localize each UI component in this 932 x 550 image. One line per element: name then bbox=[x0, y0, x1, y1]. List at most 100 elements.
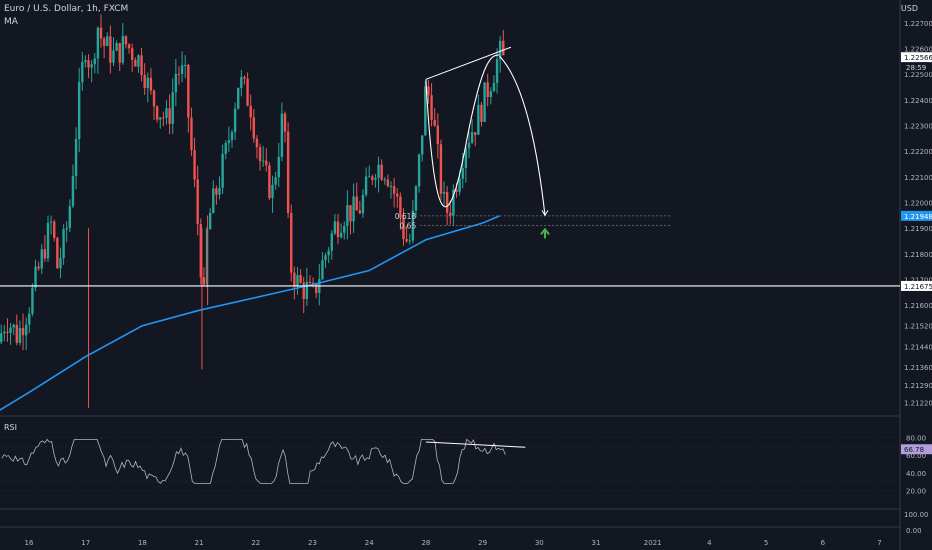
price-tick-label: 1.21900 bbox=[904, 225, 932, 233]
candle-body bbox=[77, 82, 81, 140]
candle-body bbox=[452, 189, 455, 216]
candle-body bbox=[274, 177, 277, 185]
candle-body bbox=[118, 43, 121, 63]
candle-body bbox=[355, 196, 358, 211]
support-price-label: 1.21675 bbox=[904, 283, 932, 291]
candle-body bbox=[143, 74, 146, 88]
candle-body bbox=[445, 192, 449, 213]
price-tick-label: 1.21360 bbox=[904, 364, 932, 372]
candle-body bbox=[127, 44, 131, 49]
candle-body bbox=[37, 266, 40, 269]
rsi-tick-label: 60.00 bbox=[906, 452, 926, 460]
candle-body bbox=[246, 78, 249, 106]
candle-body bbox=[252, 117, 256, 139]
candle-body bbox=[433, 119, 436, 126]
candle-body bbox=[18, 327, 22, 343]
candle-body bbox=[265, 160, 268, 166]
x-tick-label: 16 bbox=[25, 539, 34, 547]
fib-label: 0.65 bbox=[400, 222, 417, 231]
candle-body bbox=[12, 324, 15, 328]
price-tick-label: 1.22200 bbox=[904, 148, 932, 156]
candle-body bbox=[199, 224, 203, 278]
candle-body bbox=[417, 154, 421, 187]
rsi-current-bg bbox=[901, 444, 932, 455]
price-tick-label: 1.21700 bbox=[904, 277, 932, 285]
price-tick-label: 1.22000 bbox=[904, 200, 932, 208]
candle-body bbox=[333, 221, 337, 234]
price-tick-label: 1.21520 bbox=[904, 323, 932, 331]
candle-body bbox=[377, 164, 380, 178]
third-pane-tick: 100.00 bbox=[904, 511, 929, 519]
candle-body bbox=[364, 176, 368, 195]
candle-body bbox=[121, 36, 125, 63]
candle-body bbox=[112, 50, 115, 63]
x-tick-label: 22 bbox=[251, 539, 260, 547]
candle-body bbox=[165, 108, 168, 118]
candle-body bbox=[174, 73, 178, 93]
x-tick-label: 28 bbox=[421, 539, 430, 547]
candle-body bbox=[442, 192, 446, 194]
x-tick-label: 4 bbox=[707, 539, 712, 547]
target-arrow bbox=[540, 227, 550, 239]
candle-body bbox=[87, 60, 90, 68]
candle-body bbox=[389, 186, 393, 188]
candle-body bbox=[187, 64, 190, 118]
price-tick-label: 1.21290 bbox=[904, 382, 932, 390]
price-tick-label: 1.21600 bbox=[904, 302, 932, 310]
support-price-label-bg bbox=[901, 280, 932, 291]
candle-body bbox=[130, 48, 134, 60]
rsi-tick-label: 20.00 bbox=[906, 487, 926, 495]
candle-body bbox=[386, 179, 390, 187]
candle-body bbox=[230, 132, 234, 141]
indicator-label[interactable]: MA bbox=[4, 17, 18, 27]
candle-body bbox=[477, 104, 480, 135]
candle-body bbox=[149, 77, 153, 91]
currency-label: USD bbox=[900, 4, 918, 13]
candle-body bbox=[90, 64, 93, 68]
x-tick-label: 5 bbox=[764, 539, 768, 547]
x-tick-label: 21 bbox=[195, 539, 204, 547]
candle-body bbox=[180, 65, 184, 74]
candle-body bbox=[184, 64, 187, 66]
candle-body bbox=[296, 275, 299, 287]
candle-body bbox=[489, 91, 493, 98]
rsi-current-label: 66.78 bbox=[904, 446, 924, 454]
candle-body bbox=[56, 237, 59, 269]
candle-body bbox=[49, 221, 53, 223]
candle-body bbox=[343, 225, 346, 233]
candle-body bbox=[461, 168, 464, 179]
projected-arrowhead bbox=[541, 210, 549, 217]
candle-body bbox=[28, 313, 31, 325]
price-tick-label: 1.22300 bbox=[904, 123, 932, 131]
candle-body bbox=[436, 125, 440, 145]
candle-body bbox=[205, 229, 209, 285]
symbol-title: Euro / U.S. Dollar, 1h, FXCM bbox=[4, 4, 129, 14]
candle-body bbox=[280, 113, 284, 157]
candle-body bbox=[383, 179, 386, 181]
candle-body bbox=[380, 164, 383, 180]
candle-body bbox=[371, 176, 374, 180]
candle-body bbox=[215, 188, 218, 195]
candle-body bbox=[134, 59, 137, 67]
candle-body bbox=[71, 175, 75, 207]
candle-body bbox=[455, 189, 458, 192]
wedge-top-line bbox=[425, 46, 512, 80]
candle-body bbox=[467, 142, 471, 149]
candles bbox=[0, 14, 505, 408]
candle-body bbox=[46, 222, 50, 259]
candle-body bbox=[152, 90, 156, 107]
candle-body bbox=[492, 82, 496, 92]
candle-body bbox=[81, 61, 84, 83]
price-tick-label: 1.22100 bbox=[904, 174, 932, 182]
price-tick-label: 1.21440 bbox=[904, 343, 932, 351]
candle-body bbox=[392, 186, 396, 194]
candle-body bbox=[324, 255, 327, 261]
candle-body bbox=[124, 36, 128, 45]
candle-body bbox=[146, 77, 149, 88]
price-tick-label: 1.22600 bbox=[904, 46, 932, 54]
price-tick-label: 1.21220 bbox=[904, 400, 932, 408]
candle-body bbox=[190, 117, 193, 150]
candle-body bbox=[212, 188, 215, 213]
candle-body bbox=[9, 327, 12, 333]
